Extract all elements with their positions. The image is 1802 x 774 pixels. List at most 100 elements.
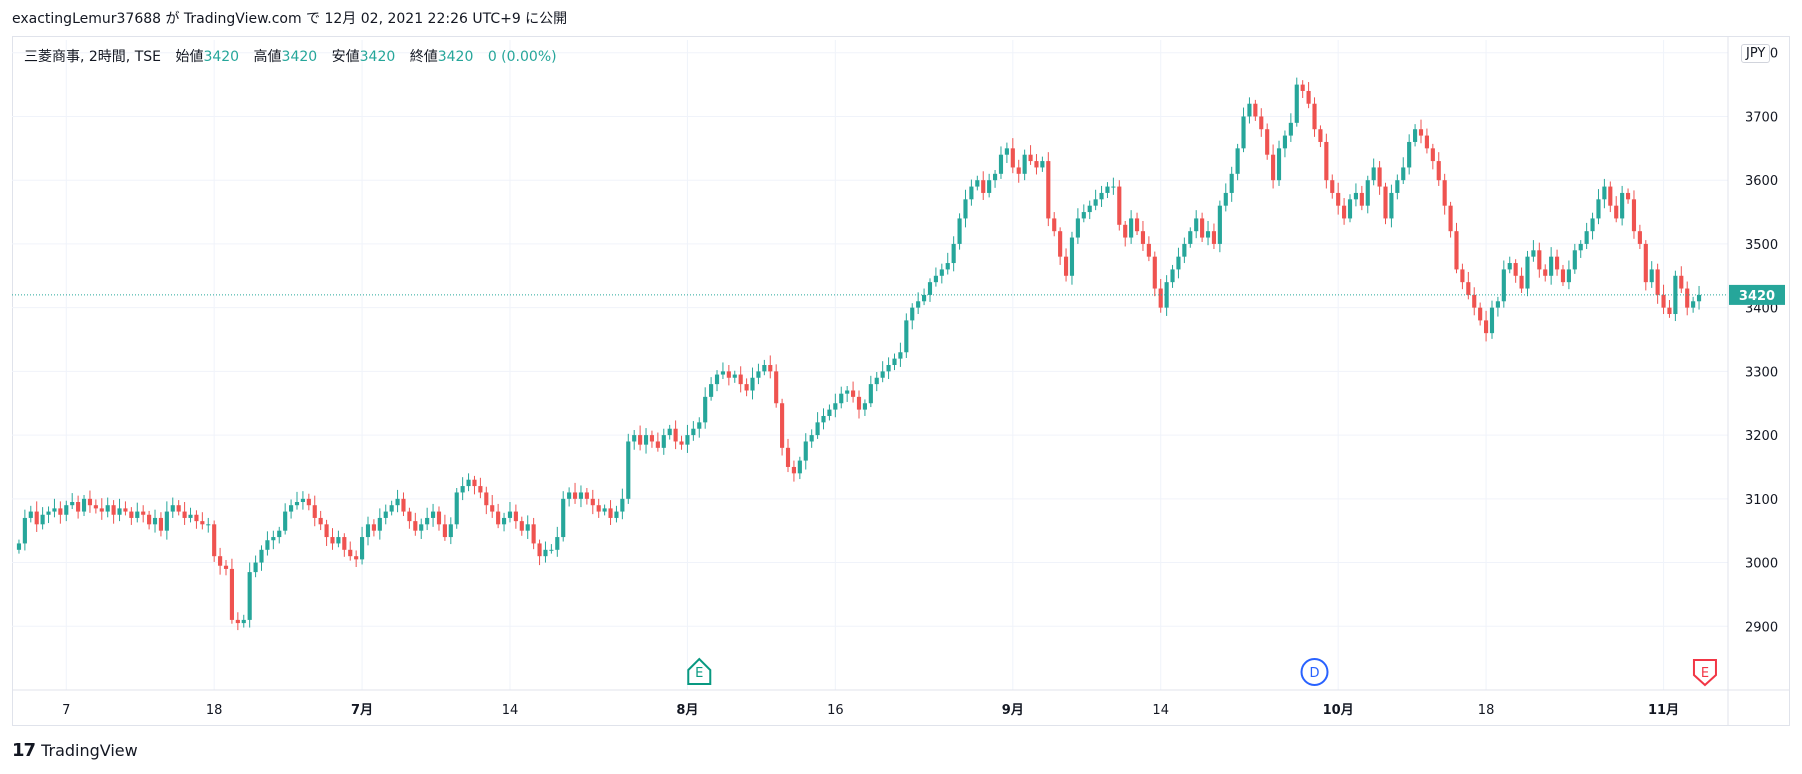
candle-body [271, 537, 276, 541]
candle-body [537, 543, 542, 557]
dividend-icon[interactable] [1300, 658, 1329, 686]
y-tick-label: 3300 [1745, 365, 1778, 380]
candle-body [768, 365, 773, 372]
candle [939, 263, 944, 284]
candle [1288, 113, 1293, 142]
candle-body [99, 508, 104, 512]
candle [1655, 263, 1660, 304]
candle [1093, 189, 1098, 211]
candle [425, 507, 430, 531]
candle [525, 515, 530, 539]
candle-body [608, 508, 613, 518]
candle-body [1336, 192, 1341, 206]
candle-body [395, 498, 400, 506]
candle-body [1294, 84, 1299, 123]
candle-body [152, 517, 158, 525]
candle [608, 500, 613, 525]
candle [910, 303, 915, 330]
candle [466, 473, 471, 492]
candle-body [927, 282, 933, 295]
candle-body [1069, 237, 1075, 276]
candle [1040, 156, 1045, 172]
candle-body [1513, 263, 1518, 276]
candle-body [1034, 161, 1039, 168]
candle-body [1253, 103, 1258, 117]
candle [1413, 124, 1418, 147]
candle-body [1472, 294, 1477, 308]
candle-body [1300, 84, 1305, 91]
candle [401, 492, 406, 517]
candle-body [667, 428, 672, 436]
candle [933, 267, 938, 287]
candle-body [354, 556, 359, 560]
candle-body [158, 517, 164, 531]
chart-frame[interactable] [12, 36, 1790, 726]
currency-button[interactable]: JPY [1741, 44, 1771, 63]
candle-body [1395, 180, 1400, 193]
candle-body [519, 521, 524, 531]
candle [407, 507, 412, 529]
candle-body [342, 537, 347, 550]
candle-body [868, 384, 873, 404]
candle [1637, 224, 1642, 250]
candle [632, 430, 637, 450]
candle-body [762, 365, 767, 372]
candle [975, 175, 980, 191]
candle-body [1152, 256, 1157, 289]
candle-body [1519, 275, 1524, 289]
candle-body [1229, 173, 1234, 193]
candle-body [851, 390, 856, 397]
candle-body [218, 556, 223, 566]
earnings-up-icon[interactable] [687, 657, 712, 685]
candle-body [1673, 275, 1678, 315]
candle-body [1430, 148, 1435, 162]
candle [1383, 182, 1388, 225]
candle-body [1259, 116, 1264, 130]
candle [354, 550, 359, 568]
candle [862, 399, 867, 416]
candle [1537, 242, 1542, 278]
candle-body [910, 307, 915, 321]
candle-body [176, 505, 181, 512]
candle-body [1129, 218, 1134, 238]
candle-body [389, 505, 394, 512]
candle [413, 512, 418, 536]
candle [170, 497, 175, 518]
candle-body [22, 517, 27, 544]
candle-body [348, 549, 353, 557]
y-tick-label: 3000 [1745, 557, 1778, 572]
candle-body [1549, 256, 1554, 276]
dividend-marker[interactable]: D [1300, 658, 1329, 686]
candle-body [200, 521, 205, 525]
earnings-marker[interactable]: E [687, 657, 712, 685]
candle-body [578, 492, 584, 499]
candle [780, 398, 785, 456]
candle-body [1537, 250, 1542, 270]
candle-body [632, 435, 637, 442]
candle [16, 539, 22, 554]
earnings-down-icon[interactable] [1692, 659, 1717, 687]
candle [951, 236, 956, 272]
candle [567, 487, 572, 507]
tradingview-logo[interactable]: 17 TradingView [12, 740, 138, 761]
candle-body [803, 441, 808, 461]
candle [1200, 212, 1205, 243]
candle [916, 292, 921, 315]
candle-body [1667, 307, 1672, 315]
candle-body [1637, 231, 1642, 244]
candle [147, 510, 152, 530]
candle [182, 502, 187, 525]
candle-body [1211, 231, 1217, 244]
candle-body [312, 505, 317, 518]
candle [856, 390, 862, 419]
candle-body [1525, 256, 1530, 289]
symbol-label[interactable]: 三菱商事, 2時間, TSE [24, 49, 161, 65]
y-tick-label: 3200 [1745, 429, 1778, 444]
candle-body [283, 511, 288, 531]
candle-body [916, 301, 921, 308]
earnings-marker[interactable]: E [1692, 659, 1717, 687]
candle-body [1235, 148, 1240, 174]
candle [360, 526, 365, 565]
